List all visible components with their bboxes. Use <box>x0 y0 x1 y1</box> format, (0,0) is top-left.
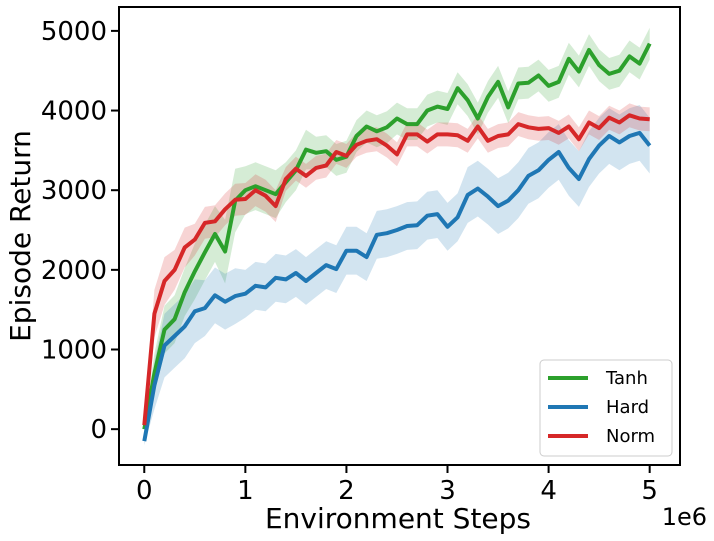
y-tick-label: 2000 <box>41 256 107 286</box>
line-hard <box>142 130 652 442</box>
x-tick-label: 5 <box>641 476 658 506</box>
legend-label-norm: Norm <box>606 426 655 447</box>
band-norm <box>144 103 650 430</box>
x-tick-label: 3 <box>439 476 456 506</box>
y-tick-label: 3000 <box>41 176 107 206</box>
confidence-bands <box>144 27 650 446</box>
line-tanh <box>142 42 652 430</box>
legend-box <box>539 359 673 457</box>
y-tick-label: 1000 <box>41 336 107 366</box>
y-tick-label: 0 <box>90 415 107 445</box>
line-norm <box>142 113 650 426</box>
band-tanh <box>144 27 650 434</box>
y-axis-label: Episode Return <box>4 130 37 342</box>
legend: Tanh Hard Norm <box>539 359 673 457</box>
x-tick-label: 0 <box>136 476 153 506</box>
plot-frame <box>118 6 681 466</box>
x-tick-label: 1 <box>237 476 254 506</box>
y-tick-label: 5000 <box>41 17 107 47</box>
x-tick-label: 4 <box>540 476 557 506</box>
axes <box>118 6 681 466</box>
x-tick-label: 2 <box>338 476 355 506</box>
x-axis-label: Environment Steps <box>265 502 531 535</box>
band-hard <box>144 105 650 446</box>
y-tick-label: 4000 <box>41 97 107 127</box>
legend-label-tanh: Tanh <box>605 368 648 389</box>
ticks: 0 1 2 3 4 5 0 1000 2000 3000 4000 5000 <box>41 17 658 506</box>
x-axis-offset-text: 1e6 <box>662 503 707 531</box>
series-lines <box>142 42 652 442</box>
legend-label-hard: Hard <box>606 397 649 418</box>
